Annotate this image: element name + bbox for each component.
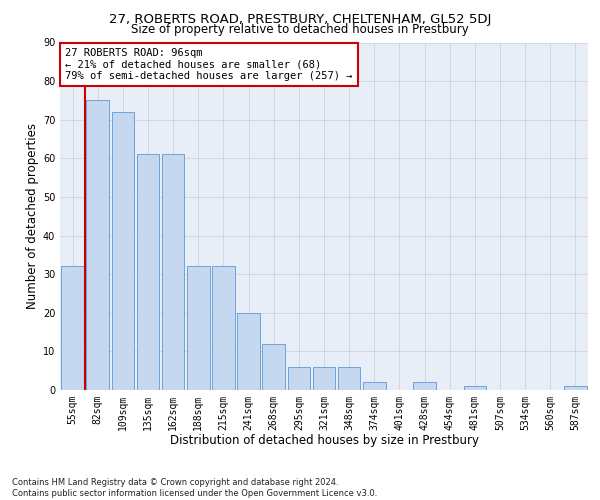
Bar [413, 382, 436, 390]
Bar [61, 266, 84, 390]
Bar [464, 386, 486, 390]
Bar [564, 386, 587, 390]
Text: Contains HM Land Registry data © Crown copyright and database right 2024.
Contai: Contains HM Land Registry data © Crown c… [12, 478, 377, 498]
Bar [313, 367, 335, 390]
Bar [212, 266, 235, 390]
Bar [262, 344, 285, 390]
Bar [338, 367, 361, 390]
Text: 27 ROBERTS ROAD: 96sqm
← 21% of detached houses are smaller (68)
79% of semi-det: 27 ROBERTS ROAD: 96sqm ← 21% of detached… [65, 48, 353, 81]
Bar [237, 313, 260, 390]
Bar [112, 112, 134, 390]
Y-axis label: Number of detached properties: Number of detached properties [26, 123, 38, 309]
X-axis label: Distribution of detached houses by size in Prestbury: Distribution of detached houses by size … [170, 434, 479, 448]
Bar [287, 367, 310, 390]
Bar [187, 266, 209, 390]
Text: Size of property relative to detached houses in Prestbury: Size of property relative to detached ho… [131, 22, 469, 36]
Text: 27, ROBERTS ROAD, PRESTBURY, CHELTENHAM, GL52 5DJ: 27, ROBERTS ROAD, PRESTBURY, CHELTENHAM,… [109, 12, 491, 26]
Bar [86, 100, 109, 390]
Bar [363, 382, 386, 390]
Bar [162, 154, 184, 390]
Bar [137, 154, 160, 390]
